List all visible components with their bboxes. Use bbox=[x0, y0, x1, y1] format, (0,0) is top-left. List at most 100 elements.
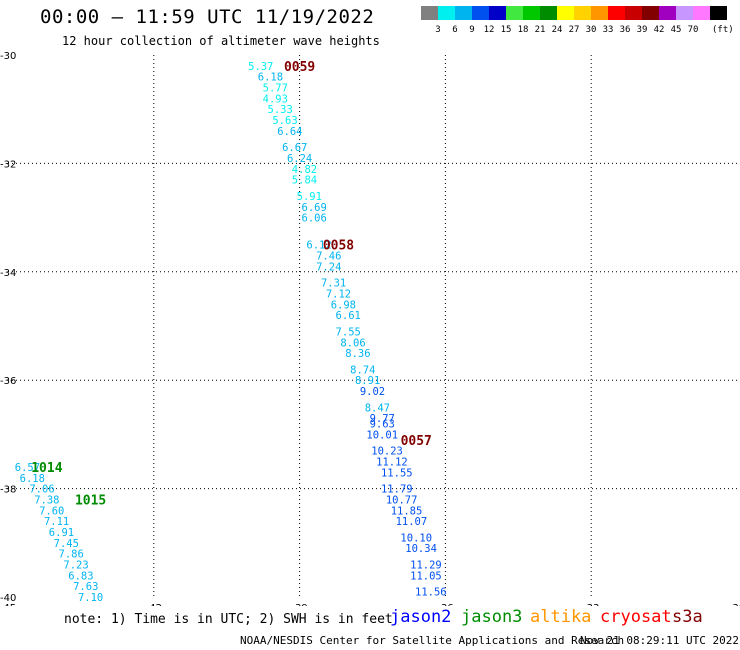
swh-value: 4.82 bbox=[292, 164, 317, 176]
swh-value: 6.06 bbox=[302, 213, 327, 225]
swh-value: 10.01 bbox=[366, 429, 398, 441]
legend-s3a: s3a bbox=[672, 607, 703, 627]
credit-text: NOAA/NESDIS Center for Satellite Applica… bbox=[240, 634, 625, 647]
swh-value: 10.10 bbox=[400, 532, 432, 544]
swh-value: 7.10 bbox=[78, 592, 103, 604]
swh-value: 9.02 bbox=[360, 386, 385, 398]
legend-swatch bbox=[438, 6, 455, 20]
legend-swatch bbox=[489, 6, 506, 20]
swh-value: 5.63 bbox=[272, 115, 297, 127]
swh-value: 6.67 bbox=[282, 142, 307, 154]
legend-swatch bbox=[642, 6, 659, 20]
swh-value: 8.36 bbox=[345, 348, 370, 360]
swh-value: 7.55 bbox=[336, 326, 361, 338]
swh-value: 11.12 bbox=[376, 457, 408, 469]
legend-label: 45 bbox=[670, 25, 682, 35]
swh-value: 6.18 bbox=[258, 72, 283, 84]
swh-value: 7.06 bbox=[29, 484, 54, 496]
legend-swatch bbox=[455, 6, 472, 20]
legend-swatch bbox=[608, 6, 625, 20]
swh-value: 6.24 bbox=[287, 153, 312, 165]
swh-value: 7.38 bbox=[34, 494, 59, 506]
legend-label: 30 bbox=[585, 25, 597, 35]
swh-value: 7.23 bbox=[63, 559, 88, 571]
swh-value: 5.37 bbox=[248, 61, 273, 73]
pass-label: 1014 bbox=[31, 461, 62, 476]
swh-value: 8.74 bbox=[350, 364, 375, 376]
pass-label: 0057 bbox=[401, 434, 432, 449]
x-tick-label: -39 bbox=[291, 603, 307, 606]
swh-value: 7.86 bbox=[59, 549, 84, 561]
swh-value: 7.31 bbox=[321, 278, 346, 290]
legend-swatch bbox=[472, 6, 489, 20]
swh-value: 6.18 bbox=[20, 473, 45, 485]
swh-value: 5.77 bbox=[263, 83, 288, 95]
swh-value: 8.06 bbox=[340, 337, 365, 349]
legend-label: 24 bbox=[551, 25, 563, 35]
swh-value: 11.55 bbox=[381, 467, 413, 479]
pass-label: 0058 bbox=[323, 239, 354, 254]
swh-value: 8.47 bbox=[365, 402, 390, 414]
legend-swatch bbox=[676, 6, 693, 20]
x-tick-label: -36 bbox=[437, 603, 453, 606]
x-tick-label: -42 bbox=[146, 603, 162, 606]
swh-value: 11.79 bbox=[381, 484, 413, 496]
swh-value: 6.12 bbox=[306, 240, 331, 252]
legend-unit: (ft) bbox=[712, 25, 734, 35]
legend-jason3: jason3 bbox=[461, 607, 523, 627]
legend-swatch bbox=[523, 6, 540, 20]
swh-value: 7.45 bbox=[54, 538, 79, 550]
swh-value: 5.84 bbox=[292, 175, 317, 187]
swh-value: 5.91 bbox=[297, 191, 322, 203]
swh-value: 9.63 bbox=[370, 419, 395, 431]
page-title: 00:00 – 11:59 UTC 11/19/2022 bbox=[40, 6, 375, 28]
legend-label: 3 bbox=[435, 25, 441, 35]
x-tick-label: -45 bbox=[0, 603, 16, 606]
legend-swatch bbox=[421, 6, 438, 20]
y-tick-label: -36 bbox=[0, 376, 16, 387]
swh-value: 11.85 bbox=[391, 505, 423, 517]
swh-value: 11.05 bbox=[410, 570, 442, 582]
swh-value: 7.12 bbox=[326, 288, 351, 300]
swh-value: 10.23 bbox=[371, 446, 403, 458]
legend-label: 12 bbox=[483, 25, 495, 35]
legend-swatch bbox=[710, 6, 727, 20]
swh-value: 5.33 bbox=[268, 104, 293, 116]
legend-label: 21 bbox=[534, 25, 546, 35]
legend-label: 33 bbox=[602, 25, 614, 35]
swh-value: 6.83 bbox=[68, 570, 93, 582]
legend-label: 15 bbox=[500, 25, 512, 35]
legend-label: 27 bbox=[568, 25, 580, 35]
legend-cryosat: cryosat bbox=[600, 607, 672, 627]
legend-label: 18 bbox=[517, 25, 529, 35]
swh-value: 6.61 bbox=[336, 310, 361, 322]
swh-value: 7.24 bbox=[316, 261, 341, 273]
x-tick-label: -33 bbox=[583, 603, 599, 606]
y-tick-label: -30 bbox=[0, 51, 16, 62]
legend-swatch bbox=[557, 6, 574, 20]
legend-swatch bbox=[506, 6, 523, 20]
legend-swatch bbox=[591, 6, 608, 20]
y-tick-label: -38 bbox=[0, 485, 16, 496]
legend-label: 9 bbox=[469, 25, 475, 35]
swh-value: 11.07 bbox=[396, 516, 428, 528]
swh-value: 10.34 bbox=[405, 543, 437, 555]
timestamp-text: Nov 21 08:29:11 UTC 2022 bbox=[580, 634, 739, 647]
legend-label: 6 bbox=[452, 25, 458, 35]
swh-value: 6.64 bbox=[277, 126, 302, 138]
swh-value: 7.46 bbox=[316, 251, 341, 263]
swh-value: 10.77 bbox=[386, 494, 418, 506]
legend-swatch bbox=[659, 6, 676, 20]
pass-label: 0059 bbox=[284, 60, 315, 75]
legend-swatch bbox=[574, 6, 591, 20]
swh-value: 4.93 bbox=[263, 93, 288, 105]
swh-value: 8.91 bbox=[355, 375, 380, 387]
legend-swatch bbox=[540, 6, 557, 20]
legend-swatch bbox=[693, 6, 710, 20]
swh-value: 11.29 bbox=[410, 559, 442, 571]
swh-value: 6.98 bbox=[331, 299, 356, 311]
legend-label: 39 bbox=[636, 25, 648, 35]
x-tick-label: -30 bbox=[729, 603, 740, 606]
swh-value: 6.91 bbox=[49, 527, 74, 539]
swh-value: 7.63 bbox=[73, 581, 98, 593]
